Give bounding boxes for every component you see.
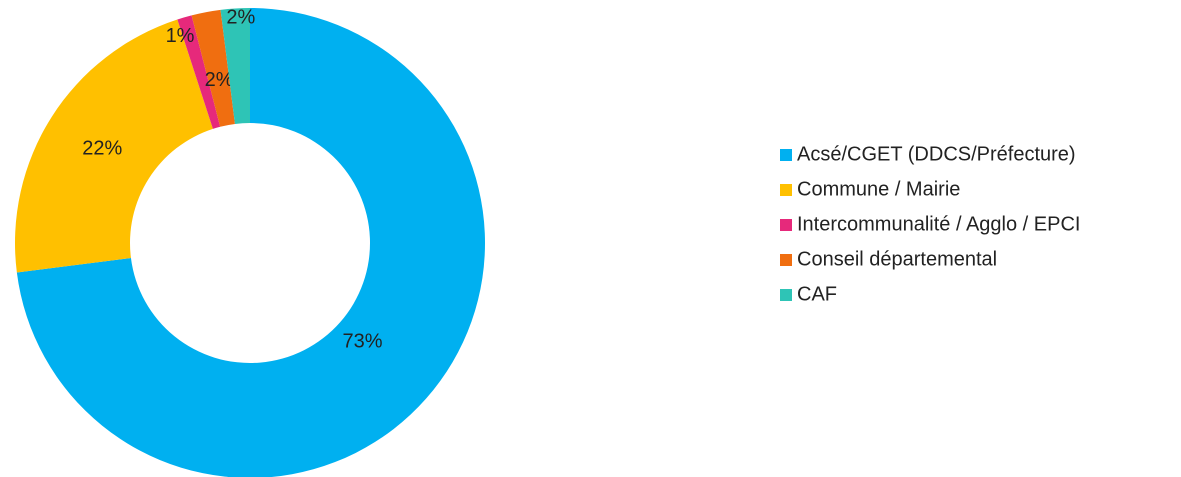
legend-label: Conseil départemental: [797, 248, 997, 270]
legend-swatch: [780, 149, 792, 161]
data-label: 1%: [166, 25, 195, 47]
donut-slice: [220, 8, 250, 124]
legend-label: CAF: [797, 283, 837, 305]
legend-swatch: [780, 254, 792, 266]
legend-swatch: [780, 219, 792, 231]
legend-swatch: [780, 289, 792, 301]
data-label: 2%: [205, 69, 234, 91]
legend-label: Commune / Mairie: [797, 178, 960, 200]
donut-slice: [14, 19, 213, 273]
donut-slice: [16, 8, 485, 477]
data-label: 73%: [343, 330, 383, 352]
donut-slice: [177, 15, 221, 129]
data-label: 2%: [226, 7, 255, 29]
legend-swatch: [780, 184, 792, 196]
legend-label: Acsé/CGET (DDCS/Préfecture): [797, 143, 1076, 165]
donut-slice: [191, 9, 235, 127]
legend-label: Intercommunalité / Agglo / EPCI: [797, 213, 1080, 235]
data-label: 22%: [82, 138, 122, 160]
